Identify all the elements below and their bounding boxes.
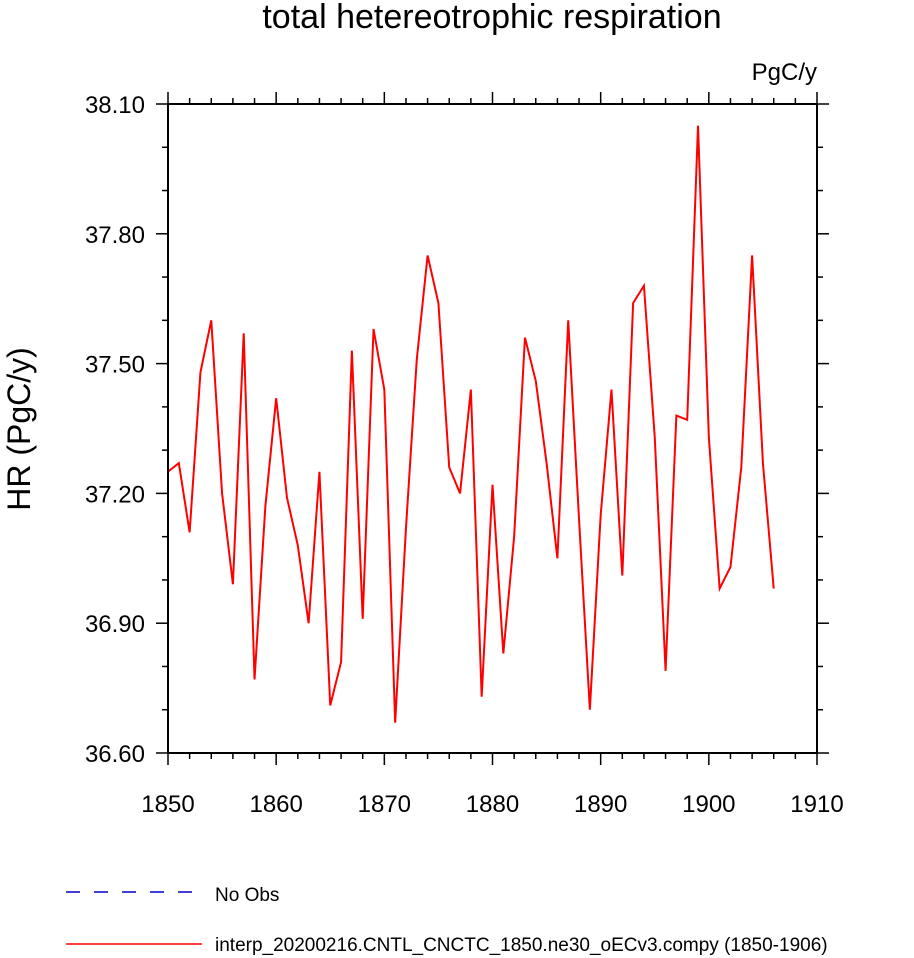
x-tick-label: 1910 bbox=[790, 791, 843, 818]
legend: No Obs interp_20200216.CNTL_CNCTC_1850.n… bbox=[66, 885, 828, 956]
x-tick-label: 1900 bbox=[682, 791, 735, 818]
x-tick-label: 1850 bbox=[141, 791, 194, 818]
y-tick-label: 37.20 bbox=[85, 481, 145, 508]
x-tick-label: 1890 bbox=[574, 791, 627, 818]
series-layer bbox=[167, 125, 775, 723]
y-tick-label: 38.10 bbox=[85, 92, 145, 119]
series-line-hr bbox=[167, 125, 775, 723]
tick-labels: 1850 1860 1870 1880 1890 1900 1910 36.60 36.90 37… bbox=[85, 92, 844, 818]
x-tick-label: 1880 bbox=[466, 791, 519, 818]
y-tick-label: 37.50 bbox=[85, 352, 145, 379]
legend-label-no-obs: No Obs bbox=[215, 885, 279, 906]
plot-frame bbox=[167, 103, 818, 754]
y-tick-label: 37.80 bbox=[85, 222, 145, 249]
legend-label-model: interp_20200216.CNTL_CNCTC_1850.ne30_oEC… bbox=[215, 935, 828, 956]
x-tick-label: 1870 bbox=[358, 791, 411, 818]
y-axis-label: HR (PgC/y) bbox=[1, 347, 37, 511]
units-label: PgC/y bbox=[752, 59, 817, 86]
ticks-layer bbox=[156, 92, 829, 765]
y-tick-label: 36.60 bbox=[85, 741, 145, 768]
chart-title: total hetereotrophic respiration bbox=[262, 0, 721, 36]
x-tick-label: 1860 bbox=[249, 791, 302, 818]
y-tick-label: 36.90 bbox=[85, 611, 145, 638]
